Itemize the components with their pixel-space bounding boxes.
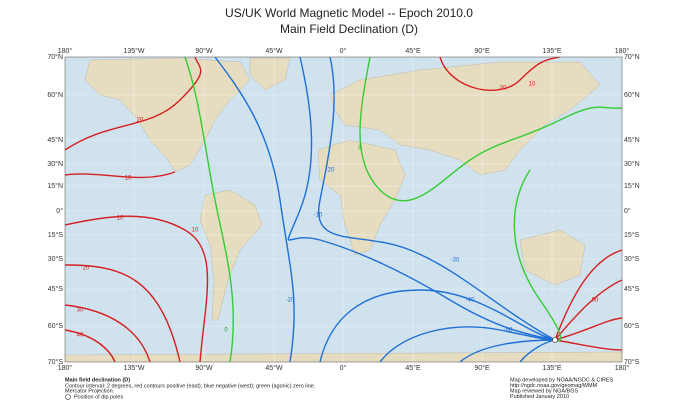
contour-label: -20 (326, 168, 335, 174)
contour-line (184, 57, 234, 362)
contour-line (65, 264, 181, 362)
longitude-label: 45°E (405, 47, 421, 55)
contour-label: 30 (77, 308, 84, 314)
contour-line (554, 249, 622, 351)
longitude-label: 180° (615, 47, 630, 55)
longitude-label: 135°W (123, 47, 144, 55)
contour-line (65, 171, 176, 179)
latitude-label: 45°N (47, 136, 63, 144)
longitude-label: 0° (340, 364, 347, 372)
contours (65, 57, 622, 362)
footer-credit: http://ngdc.noaa.gov/geomag/WMM (510, 383, 598, 389)
contour-line (439, 57, 561, 91)
contour-label: -20 (286, 298, 295, 304)
footer-note: Main field declination (D) (65, 377, 130, 383)
latitude-label: 60°S (48, 322, 64, 330)
longitude-label: 135°W (123, 364, 144, 372)
latitude-label: 0° (56, 207, 63, 215)
axis-labels: 180° 180° 135°W 135°W 90°W 90°W 45°W 45°W 0° 0° 45… (47, 47, 639, 372)
latitude-label: 30°S (48, 255, 64, 263)
latitude-label: 70°N (624, 53, 640, 61)
dip-pole (552, 337, 558, 343)
longitude-label: 0° (340, 47, 347, 55)
contour-label: 10 (529, 82, 536, 88)
footer-credit: Map reviewed by NGA/BGS (510, 388, 578, 394)
latitude-label: 30°N (47, 160, 63, 168)
contour-labels: 20 10 10 20 30 40 20 10 0 -10 -20 -30 -40 10 0 -20 -60 60 (77, 82, 599, 339)
longitude-label: 180° (615, 364, 630, 372)
contour-label: 40 (77, 333, 84, 339)
contour-label: -40 (466, 298, 475, 304)
contour-label: 10 (192, 228, 199, 234)
contour-line (287, 57, 556, 341)
contour-label: 0 (224, 328, 228, 334)
contour-label: 20 (500, 86, 507, 92)
map-area: 20 10 10 20 30 40 20 10 0 -10 -20 -30 -40 10 0 -20 -60 60 (65, 57, 622, 362)
longitude-label: 180° (58, 47, 73, 55)
contour-label: -10 (314, 213, 323, 219)
latitude-label: 15°N (47, 182, 63, 190)
latitude-label: 0° (624, 207, 631, 215)
contour-label: 20 (83, 266, 90, 272)
contour-label: 60 (592, 298, 599, 304)
latitude-label: 60°N (624, 91, 640, 99)
contour-line (65, 304, 151, 362)
contour-label: 0 (358, 146, 362, 152)
latitude-label: 70°N (47, 53, 63, 61)
footer: Main field declination (D)Contour interv… (65, 377, 614, 400)
longitude-label: 90°W (195, 364, 213, 372)
latitude-label: 45°N (624, 136, 640, 144)
contour-label: 10 (125, 176, 132, 182)
longitude-label: 135°E (542, 364, 561, 372)
latitude-label: 15°S (624, 231, 640, 239)
contour-line (65, 329, 116, 362)
contour-label: 10 (117, 216, 124, 222)
footer-credit: Published January 2010 (510, 394, 569, 400)
longitude-label: 45°W (265, 364, 283, 372)
subtitle: Main Field Declination (D) (280, 22, 418, 36)
map-frame (64, 56, 623, 363)
latitude-label: 60°S (624, 322, 640, 330)
contour-line (65, 215, 209, 362)
longitude-label: 90°E (474, 364, 490, 372)
latitude-label: 45°S (48, 285, 64, 293)
longitude-label: 90°E (474, 47, 490, 55)
land (65, 57, 622, 362)
latitude-label: 30°N (624, 160, 640, 168)
contour-line (319, 289, 556, 362)
contour-line (214, 57, 295, 362)
longitude-label: 45°W (265, 47, 283, 55)
contour-label: 20 (137, 118, 144, 124)
contour-line (513, 169, 562, 342)
longitude-label: 45°E (405, 364, 421, 372)
title: US/UK World Magnetic Model -- Epoch 2010… (225, 6, 473, 20)
longitude-label: 90°W (195, 47, 213, 55)
latitude-label: 60°N (47, 91, 63, 99)
longitude-label: 135°E (542, 47, 561, 55)
contour-line (65, 57, 202, 151)
latitude-label: 45°S (624, 285, 640, 293)
latitude-label: 15°N (624, 182, 640, 190)
contour-line (318, 57, 556, 341)
contour-label: -60 (504, 328, 513, 334)
contour-line (359, 57, 622, 202)
footer-note: Position of dip poles (74, 394, 123, 400)
latitude-label: 15°S (48, 231, 64, 239)
footer-note: Contour interval: 2 degrees, red contour… (65, 383, 316, 389)
longitude-label: 180° (58, 364, 73, 372)
footer-note: Mercator Projection. (65, 388, 115, 394)
footer-credit: Map developed by NOAA/NGDC & CIRES (510, 377, 614, 383)
latitude-label: 30°S (624, 255, 640, 263)
latitude-label: 70°S (48, 358, 64, 366)
latitude-label: 70°S (624, 358, 640, 366)
contour-label: -30 (451, 258, 460, 264)
dip-pole-key (65, 394, 71, 400)
graticule (65, 57, 622, 362)
